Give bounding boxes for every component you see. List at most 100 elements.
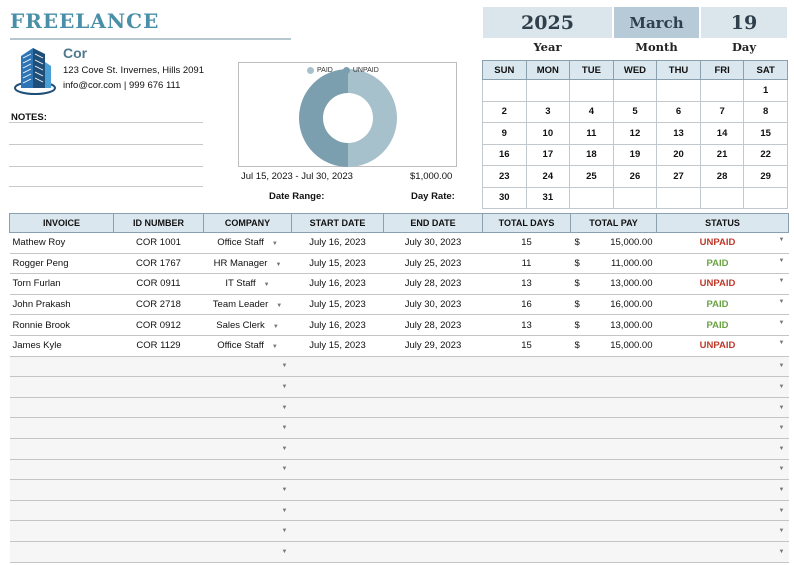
invoice-name-cell[interactable]: Torn Furlan xyxy=(9,273,114,295)
empty-cell[interactable] xyxy=(9,417,114,439)
empty-cell[interactable]: ▼ xyxy=(656,520,789,542)
calendar-day[interactable]: 6 xyxy=(656,100,701,123)
status-dropdown[interactable]: ▼ PAID xyxy=(656,314,789,336)
dropdown-arrow-icon[interactable]: ▼ xyxy=(778,425,785,432)
dropdown-arrow-icon[interactable]: ▼ xyxy=(272,323,279,330)
calendar-day[interactable]: 2 xyxy=(482,100,527,123)
company-dropdown[interactable]: HR Manager ▼ xyxy=(203,253,292,275)
dropdown-arrow-icon[interactable]: ▼ xyxy=(281,486,288,493)
calendar-day[interactable]: 20 xyxy=(656,143,701,166)
empty-cell[interactable]: ▼ xyxy=(656,541,789,563)
end-date-cell[interactable]: July 30, 2023 xyxy=(383,294,483,316)
id-number-cell[interactable]: COR 1129 xyxy=(113,335,204,357)
empty-cell[interactable] xyxy=(9,356,114,378)
empty-cell[interactable] xyxy=(9,520,114,542)
calendar-day[interactable]: 26 xyxy=(612,165,658,188)
empty-cell[interactable] xyxy=(9,541,114,563)
empty-cell[interactable] xyxy=(9,376,114,398)
calendar-day[interactable]: 17 xyxy=(525,143,571,166)
id-number-cell[interactable]: COR 1001 xyxy=(113,232,204,254)
company-dropdown[interactable]: Sales Clerk ▼ xyxy=(203,314,292,336)
empty-cell[interactable]: ▼ xyxy=(656,438,789,460)
empty-cell[interactable]: ▼ xyxy=(656,397,789,419)
empty-cell[interactable] xyxy=(482,417,571,439)
empty-cell[interactable] xyxy=(113,376,204,398)
invoice-name-cell[interactable]: Rogger Peng xyxy=(9,253,114,275)
calendar-day[interactable]: 14 xyxy=(699,122,745,145)
dropdown-arrow-icon[interactable]: ▼ xyxy=(778,237,785,244)
empty-cell[interactable] xyxy=(570,500,657,522)
empty-cell[interactable]: ▼ xyxy=(203,541,292,563)
dropdown-arrow-icon[interactable]: ▼ xyxy=(778,528,785,535)
calendar-day[interactable]: 3 xyxy=(525,100,571,123)
dropdown-arrow-icon[interactable]: ▼ xyxy=(275,261,282,268)
empty-cell[interactable] xyxy=(113,459,204,481)
dropdown-arrow-icon[interactable]: ▼ xyxy=(281,445,288,452)
empty-cell[interactable]: ▼ xyxy=(656,417,789,439)
calendar-day[interactable]: 25 xyxy=(569,165,614,188)
calendar-day[interactable]: 22 xyxy=(743,143,788,166)
calendar-day[interactable]: 24 xyxy=(525,165,571,188)
empty-cell[interactable] xyxy=(570,356,657,378)
month-value[interactable]: March xyxy=(614,7,699,38)
notes-line[interactable] xyxy=(9,166,203,167)
dropdown-arrow-icon[interactable]: ▼ xyxy=(281,363,288,370)
empty-cell[interactable]: ▼ xyxy=(203,500,292,522)
empty-cell[interactable]: ▼ xyxy=(203,520,292,542)
invoice-name-cell[interactable]: John Prakash xyxy=(9,294,114,316)
calendar-day[interactable]: 28 xyxy=(699,165,745,188)
status-dropdown[interactable]: ▼ PAID xyxy=(656,253,789,275)
start-date-cell[interactable]: July 15, 2023 xyxy=(291,335,384,357)
empty-cell[interactable] xyxy=(482,397,571,419)
calendar-day[interactable]: 12 xyxy=(612,122,658,145)
empty-cell[interactable]: ▼ xyxy=(656,459,789,481)
empty-cell[interactable] xyxy=(383,520,483,542)
dropdown-arrow-icon[interactable]: ▼ xyxy=(271,344,278,351)
empty-cell[interactable] xyxy=(383,417,483,439)
empty-cell[interactable] xyxy=(482,376,571,398)
dropdown-arrow-icon[interactable]: ▼ xyxy=(778,340,785,347)
empty-cell[interactable] xyxy=(570,520,657,542)
calendar-day[interactable]: 1 xyxy=(743,79,788,102)
dropdown-arrow-icon[interactable]: ▼ xyxy=(281,425,288,432)
empty-cell[interactable] xyxy=(291,500,384,522)
invoice-name-cell[interactable]: James Kyle xyxy=(9,335,114,357)
calendar-day[interactable]: 15 xyxy=(743,122,788,145)
empty-cell[interactable]: ▼ xyxy=(203,459,292,481)
empty-cell[interactable]: ▼ xyxy=(203,356,292,378)
notes-line[interactable] xyxy=(9,122,203,123)
id-number-cell[interactable]: COR 0912 xyxy=(113,314,204,336)
empty-cell[interactable] xyxy=(113,397,204,419)
calendar-day[interactable]: 18 xyxy=(569,143,614,166)
start-date-cell[interactable]: July 16, 2023 xyxy=(291,314,384,336)
dropdown-arrow-icon[interactable]: ▼ xyxy=(778,278,785,285)
empty-cell[interactable] xyxy=(113,417,204,439)
dropdown-arrow-icon[interactable]: ▼ xyxy=(778,299,785,306)
dropdown-arrow-icon[interactable]: ▼ xyxy=(778,507,785,514)
empty-cell[interactable]: ▼ xyxy=(203,438,292,460)
dropdown-arrow-icon[interactable]: ▼ xyxy=(281,383,288,390)
company-dropdown[interactable]: Office Staff ▼ xyxy=(203,232,292,254)
invoice-name-cell[interactable]: Ronnie Brook xyxy=(9,314,114,336)
calendar-day[interactable]: 31 xyxy=(525,186,571,209)
dropdown-arrow-icon[interactable]: ▼ xyxy=(281,548,288,555)
empty-cell[interactable] xyxy=(113,479,204,501)
dropdown-arrow-icon[interactable]: ▼ xyxy=(778,319,785,326)
dropdown-arrow-icon[interactable]: ▼ xyxy=(778,404,785,411)
empty-cell[interactable] xyxy=(9,500,114,522)
empty-cell[interactable] xyxy=(482,520,571,542)
calendar-day[interactable]: 19 xyxy=(612,143,658,166)
dropdown-arrow-icon[interactable]: ▼ xyxy=(276,303,283,310)
empty-cell[interactable] xyxy=(570,376,657,398)
empty-cell[interactable] xyxy=(482,356,571,378)
calendar-day[interactable]: 29 xyxy=(743,165,788,188)
dropdown-arrow-icon[interactable]: ▼ xyxy=(778,383,785,390)
start-date-cell[interactable]: July 16, 2023 xyxy=(291,232,384,254)
status-dropdown[interactable]: ▼ UNPAID xyxy=(656,273,789,295)
empty-cell[interactable] xyxy=(570,541,657,563)
empty-cell[interactable] xyxy=(570,397,657,419)
empty-cell[interactable] xyxy=(113,438,204,460)
empty-cell[interactable]: ▼ xyxy=(203,417,292,439)
empty-cell[interactable] xyxy=(9,459,114,481)
calendar-day[interactable]: 16 xyxy=(482,143,527,166)
